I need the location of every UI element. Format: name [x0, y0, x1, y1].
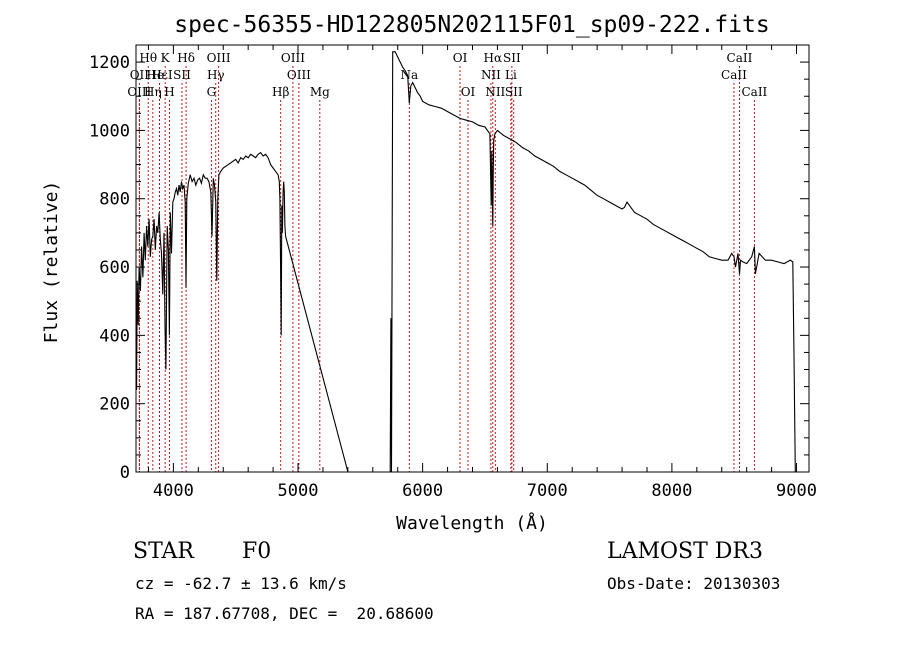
chart-title: spec-56355-HD122805N202115F01_sp09-222.f… [174, 12, 769, 38]
marker-label: OI [461, 85, 476, 99]
marker-label: Hε [151, 68, 168, 82]
marker-label: CaII [721, 68, 747, 82]
marker-label: SII [505, 85, 523, 99]
marker-label: OIII [287, 68, 311, 82]
marker-label: CaII [727, 51, 753, 65]
marker-label: OI [453, 51, 468, 65]
survey-name: LAMOST DR3 [607, 539, 763, 564]
marker-label: OIII [127, 85, 151, 99]
x-axis-label: Wavelength (Å) [396, 512, 548, 534]
x-tick-label: 7000 [527, 481, 568, 501]
marker-label: OIII [281, 51, 305, 65]
marker-label: Hβ [272, 85, 289, 99]
x-tick-label: 8000 [651, 481, 692, 501]
axes: 4000 5000 6000 7000 8000 9000 0 200 400 600 800 100… [89, 44, 817, 501]
y-tick-label: 200 [99, 395, 130, 415]
marker-label: OII [130, 68, 150, 82]
marker-label: SII [173, 68, 191, 82]
y-tick-label: 0 [120, 463, 130, 483]
marker-label: Li [505, 68, 517, 82]
marker-label: OIII [207, 51, 231, 65]
marker-label: Hη [144, 85, 162, 99]
marker-label: H [164, 85, 174, 99]
x-tick-label: 6000 [402, 481, 443, 501]
redshift-text: cz = -62.7 ± 13.6 km/s [135, 574, 347, 593]
object-subclass: F0 [242, 539, 272, 564]
marker-label: CaII [741, 85, 767, 99]
y-tick-label: 400 [99, 326, 130, 346]
marker-label: Hγ [207, 68, 225, 82]
line-markers: Hθ OII OIII K Hε Hη He I H SII Hδ OIII Hγ G Hβ OIII OII… [127, 51, 768, 472]
coordinates: RA = 187.67708, DEC = 20.68600 [135, 604, 434, 623]
marker-label: Hδ [177, 51, 195, 65]
x-tick-label: 9000 [776, 481, 817, 501]
object-class: STAR [133, 539, 194, 564]
plot-frame [135, 44, 810, 473]
y-tick-label: 1200 [89, 53, 130, 73]
obs-date: Obs-Date: 20130303 [607, 574, 781, 593]
marker-label: Na [400, 68, 418, 82]
x-tick-label: 4000 [153, 481, 194, 501]
y-tick-label: 1000 [89, 121, 130, 141]
marker-label: Hα [484, 51, 503, 65]
marker-label: SII [503, 51, 521, 65]
y-axis-label: Flux (relative) [41, 181, 62, 344]
y-tick-label: 800 [99, 190, 130, 210]
marker-label: NII [481, 68, 501, 82]
marker-label: NII [485, 85, 505, 99]
marker-label: Hθ [139, 51, 157, 65]
y-tick-label: 600 [99, 258, 130, 278]
series-flux [135, 51, 797, 473]
marker-label: G [207, 85, 217, 99]
marker-label: K [161, 51, 171, 65]
x-tick-label: 5000 [278, 481, 319, 501]
marker-label: Mg [310, 85, 330, 99]
marker-label: He I [146, 68, 172, 82]
